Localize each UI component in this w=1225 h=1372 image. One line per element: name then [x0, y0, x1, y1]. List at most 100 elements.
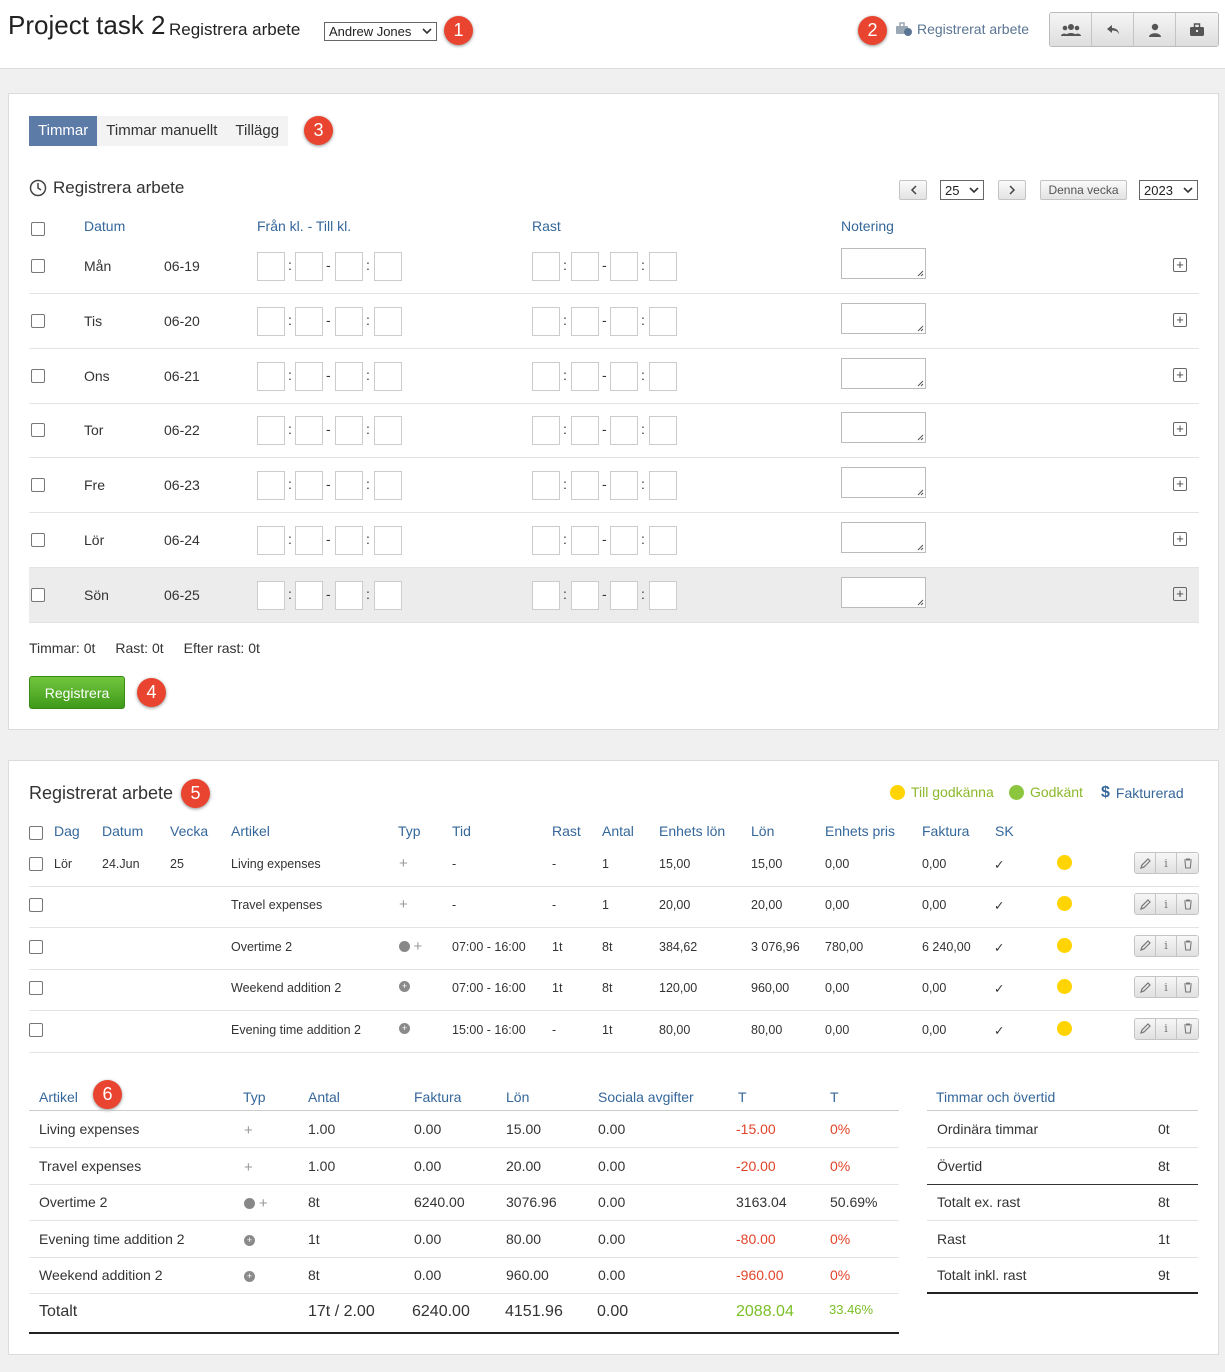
- edit-button[interactable]: [1135, 977, 1156, 998]
- delete-button[interactable]: [1177, 977, 1198, 998]
- expand-row-button[interactable]: +: [1173, 367, 1187, 382]
- break-from-hour-input[interactable]: [532, 306, 560, 336]
- to-minute-input[interactable]: [374, 361, 402, 391]
- row-checkbox[interactable]: [29, 857, 43, 871]
- note-textarea[interactable]: [841, 576, 926, 608]
- break-from-minute-input[interactable]: [571, 526, 599, 555]
- break-from-hour-input[interactable]: [532, 580, 560, 610]
- to-hour-input[interactable]: [335, 471, 363, 501]
- to-hour-input[interactable]: [335, 416, 363, 446]
- from-hour-input[interactable]: [257, 580, 285, 610]
- from-hour-input[interactable]: [257, 252, 285, 281]
- select-all-checkbox[interactable]: [31, 222, 45, 236]
- break-from-minute-input[interactable]: [571, 361, 599, 391]
- year-select[interactable]: 2023: [1139, 180, 1198, 200]
- team-button[interactable]: [1050, 13, 1092, 46]
- tab-timmar[interactable]: Timmar: [29, 116, 98, 146]
- to-minute-input[interactable]: [374, 416, 402, 446]
- break-to-hour-input[interactable]: [610, 306, 638, 336]
- info-button[interactable]: i: [1156, 977, 1177, 998]
- expand-row-button[interactable]: +: [1173, 422, 1187, 437]
- break-to-minute-input[interactable]: [649, 306, 677, 336]
- delete-button[interactable]: [1177, 935, 1198, 956]
- register-button[interactable]: Registrera: [29, 676, 125, 709]
- registered-work-link[interactable]: Registrerat arbete: [895, 21, 1029, 37]
- week-select[interactable]: 25: [940, 180, 984, 200]
- break-from-minute-input[interactable]: [571, 471, 599, 501]
- break-to-minute-input[interactable]: [649, 580, 677, 610]
- day-checkbox[interactable]: [31, 478, 45, 493]
- tab-timmar-manuellt[interactable]: Timmar manuellt: [97, 116, 227, 146]
- row-checkbox[interactable]: [29, 981, 43, 996]
- from-minute-input[interactable]: [295, 471, 323, 501]
- break-from-hour-input[interactable]: [532, 416, 560, 446]
- to-hour-input[interactable]: [335, 580, 363, 610]
- break-from-minute-input[interactable]: [571, 306, 599, 336]
- to-hour-input[interactable]: [335, 252, 363, 281]
- note-textarea[interactable]: [841, 467, 926, 499]
- from-minute-input[interactable]: [295, 416, 323, 446]
- break-from-minute-input[interactable]: [571, 580, 599, 610]
- break-from-hour-input[interactable]: [532, 361, 560, 391]
- break-to-hour-input[interactable]: [610, 580, 638, 610]
- from-hour-input[interactable]: [257, 361, 285, 391]
- to-hour-input[interactable]: [335, 526, 363, 555]
- row-checkbox[interactable]: [29, 898, 43, 913]
- row-checkbox[interactable]: [29, 939, 43, 954]
- edit-button[interactable]: [1135, 853, 1156, 873]
- next-week-button[interactable]: [998, 180, 1026, 200]
- to-minute-input[interactable]: [374, 580, 402, 610]
- from-hour-input[interactable]: [257, 306, 285, 336]
- briefcase-button[interactable]: [1176, 13, 1218, 46]
- expand-row-button[interactable]: +: [1173, 477, 1187, 492]
- expand-row-button[interactable]: +: [1173, 258, 1187, 272]
- row-checkbox[interactable]: [29, 1022, 43, 1037]
- break-from-minute-input[interactable]: [571, 416, 599, 446]
- from-minute-input[interactable]: [295, 361, 323, 391]
- edit-button[interactable]: [1135, 935, 1156, 956]
- break-from-hour-input[interactable]: [532, 252, 560, 281]
- break-from-hour-input[interactable]: [532, 471, 560, 501]
- break-to-minute-input[interactable]: [649, 361, 677, 391]
- prev-week-button[interactable]: [899, 180, 927, 200]
- delete-button[interactable]: [1177, 894, 1198, 915]
- break-to-minute-input[interactable]: [649, 526, 677, 555]
- note-textarea[interactable]: [841, 357, 926, 389]
- to-minute-input[interactable]: [374, 306, 402, 336]
- to-hour-input[interactable]: [335, 306, 363, 336]
- to-minute-input[interactable]: [374, 526, 402, 555]
- day-checkbox[interactable]: [31, 259, 45, 273]
- to-hour-input[interactable]: [335, 361, 363, 391]
- break-to-hour-input[interactable]: [610, 471, 638, 501]
- edit-button[interactable]: [1135, 1018, 1156, 1039]
- from-minute-input[interactable]: [295, 306, 323, 336]
- note-textarea[interactable]: [841, 522, 926, 553]
- day-checkbox[interactable]: [31, 587, 45, 602]
- from-hour-input[interactable]: [257, 416, 285, 446]
- from-hour-input[interactable]: [257, 526, 285, 555]
- info-button[interactable]: i: [1156, 853, 1177, 873]
- break-to-minute-input[interactable]: [649, 416, 677, 446]
- break-from-minute-input[interactable]: [571, 252, 599, 281]
- back-button[interactable]: [1092, 13, 1134, 46]
- this-week-button[interactable]: Denna vecka: [1040, 180, 1127, 200]
- delete-button[interactable]: [1177, 1018, 1198, 1039]
- day-checkbox[interactable]: [31, 368, 45, 383]
- day-checkbox[interactable]: [31, 313, 45, 328]
- break-to-minute-input[interactable]: [649, 252, 677, 281]
- info-button[interactable]: i: [1156, 935, 1177, 956]
- note-textarea[interactable]: [841, 302, 926, 334]
- info-button[interactable]: i: [1156, 1018, 1177, 1039]
- edit-button[interactable]: [1135, 894, 1156, 915]
- day-checkbox[interactable]: [31, 533, 45, 547]
- from-minute-input[interactable]: [295, 252, 323, 281]
- break-to-minute-input[interactable]: [649, 471, 677, 501]
- note-textarea[interactable]: [841, 248, 926, 279]
- from-hour-input[interactable]: [257, 471, 285, 501]
- user-button[interactable]: [1134, 13, 1176, 46]
- select-all-registered-checkbox[interactable]: [29, 826, 43, 840]
- expand-row-button[interactable]: +: [1173, 586, 1187, 601]
- to-minute-input[interactable]: [374, 252, 402, 281]
- delete-button[interactable]: [1177, 853, 1198, 873]
- break-to-hour-input[interactable]: [610, 252, 638, 281]
